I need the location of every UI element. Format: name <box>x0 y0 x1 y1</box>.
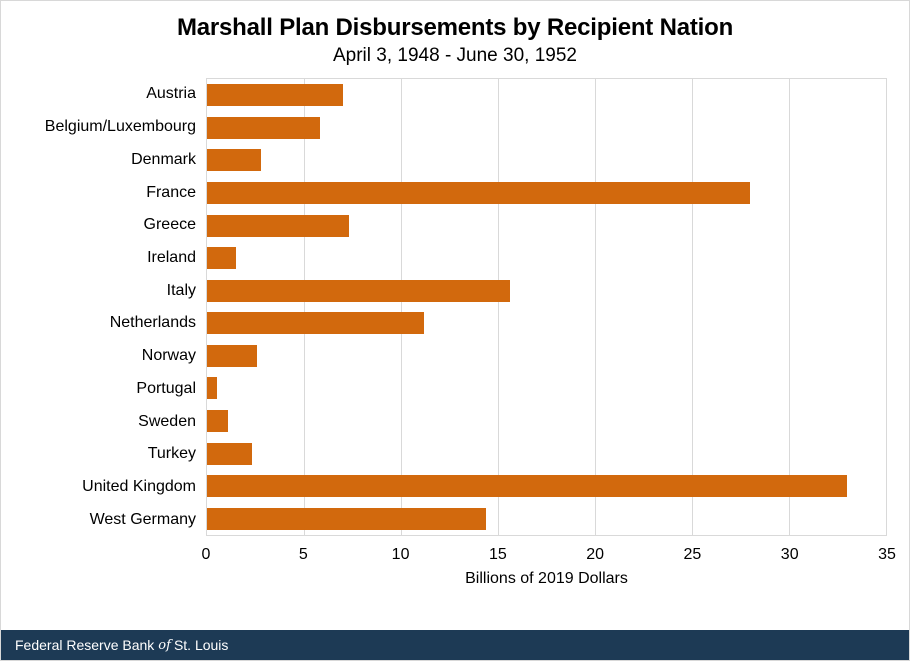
bar-row-sweden <box>207 405 886 438</box>
bar-portugal <box>207 377 217 400</box>
x-axis-ticks: 0 5 10 15 20 25 30 35 <box>202 536 896 570</box>
plot-area <box>206 78 887 536</box>
bar-united-kingdom <box>207 475 848 498</box>
bar-row-greece <box>207 209 886 242</box>
category-label-united-kingdom: United Kingdom <box>82 477 196 495</box>
x-tick-label-5: 5 <box>298 546 308 563</box>
bar-italy <box>207 279 510 302</box>
chart-subtitle: April 3, 1948 - June 30, 1952 <box>332 45 577 66</box>
category-label-belgium-luxembourg: Belgium/Luxembourg <box>44 118 196 136</box>
category-label-west-germany: West Germany <box>89 510 196 528</box>
bar-greece <box>207 214 349 237</box>
category-axis: Austria Belgium/Luxembourg Denmark France Gr… <box>1 78 206 536</box>
x-axis-title-row: Billions of 2019 Dollars <box>206 570 887 588</box>
bar-row-netherlands <box>207 307 886 340</box>
x-tick-label-15: 15 <box>488 546 507 563</box>
chart-header: Marshall Plan Disbursements by Recipient… <box>1 1 909 67</box>
bar-netherlands <box>207 312 425 335</box>
bar-france <box>207 182 751 205</box>
category-label-ireland: Ireland <box>147 248 196 266</box>
gridline-30 <box>789 79 790 535</box>
gridline-5 <box>304 79 305 535</box>
bar-denmark <box>207 149 262 172</box>
x-tick-label-0: 0 <box>201 546 211 563</box>
footer-brand-of: of <box>158 637 171 653</box>
x-axis-title: Billions of 2019 Dollars <box>465 570 628 587</box>
category-label-turkey: Turkey <box>147 445 196 463</box>
category-label-portugal: Portugal <box>136 379 196 397</box>
bar-norway <box>207 344 258 367</box>
category-label-italy: Italy <box>166 281 196 299</box>
bar-row-norway <box>207 340 886 373</box>
bar-turkey <box>207 442 252 465</box>
category-label-greece: Greece <box>143 216 196 234</box>
bar-row-portugal <box>207 372 886 405</box>
bar-ireland <box>207 247 237 270</box>
bar-row-west-germany <box>207 503 886 536</box>
footer-brand-suffix: St. Louis <box>173 637 229 653</box>
x-tick-label-25: 25 <box>683 546 702 563</box>
bar-sweden <box>207 410 229 433</box>
chart-body: Austria Belgium/Luxembourg Denmark France Gr… <box>1 78 887 536</box>
x-tick-label-35: 35 <box>878 546 896 563</box>
category-label-sweden: Sweden <box>138 412 196 430</box>
bar-belgium-luxembourg <box>207 116 320 139</box>
category-label-netherlands: Netherlands <box>109 314 196 332</box>
bar-row-turkey <box>207 437 886 470</box>
category-label-norway: Norway <box>141 347 196 365</box>
footer-brand-prefix: Federal Reserve Bank <box>15 637 155 653</box>
bar-austria <box>207 84 343 107</box>
category-label-denmark: Denmark <box>131 150 196 168</box>
x-tick-label-30: 30 <box>780 546 799 563</box>
bar-row-italy <box>207 274 886 307</box>
gridline-25 <box>692 79 693 535</box>
bar-row-ireland <box>207 242 886 275</box>
gridline-20 <box>595 79 596 535</box>
bar-row-denmark <box>207 144 886 177</box>
category-label-france: France <box>146 183 196 201</box>
bar-west-germany <box>207 507 487 530</box>
category-label-austria: Austria <box>146 85 196 103</box>
gridline-10 <box>401 79 402 535</box>
x-tick-label-10: 10 <box>391 546 410 563</box>
bar-row-united-kingdom <box>207 470 886 503</box>
bar-row-france <box>207 177 886 210</box>
bar-row-belgium-luxembourg <box>207 112 886 145</box>
x-tick-label-20: 20 <box>586 546 605 563</box>
footer-brand-bar: Federal Reserve Bank of St. Louis <box>1 630 909 660</box>
gridline-15 <box>498 79 499 535</box>
chart-title: Marshall Plan Disbursements by Recipient… <box>176 14 734 41</box>
bar-row-austria <box>207 79 886 112</box>
bar-rows <box>207 79 886 535</box>
